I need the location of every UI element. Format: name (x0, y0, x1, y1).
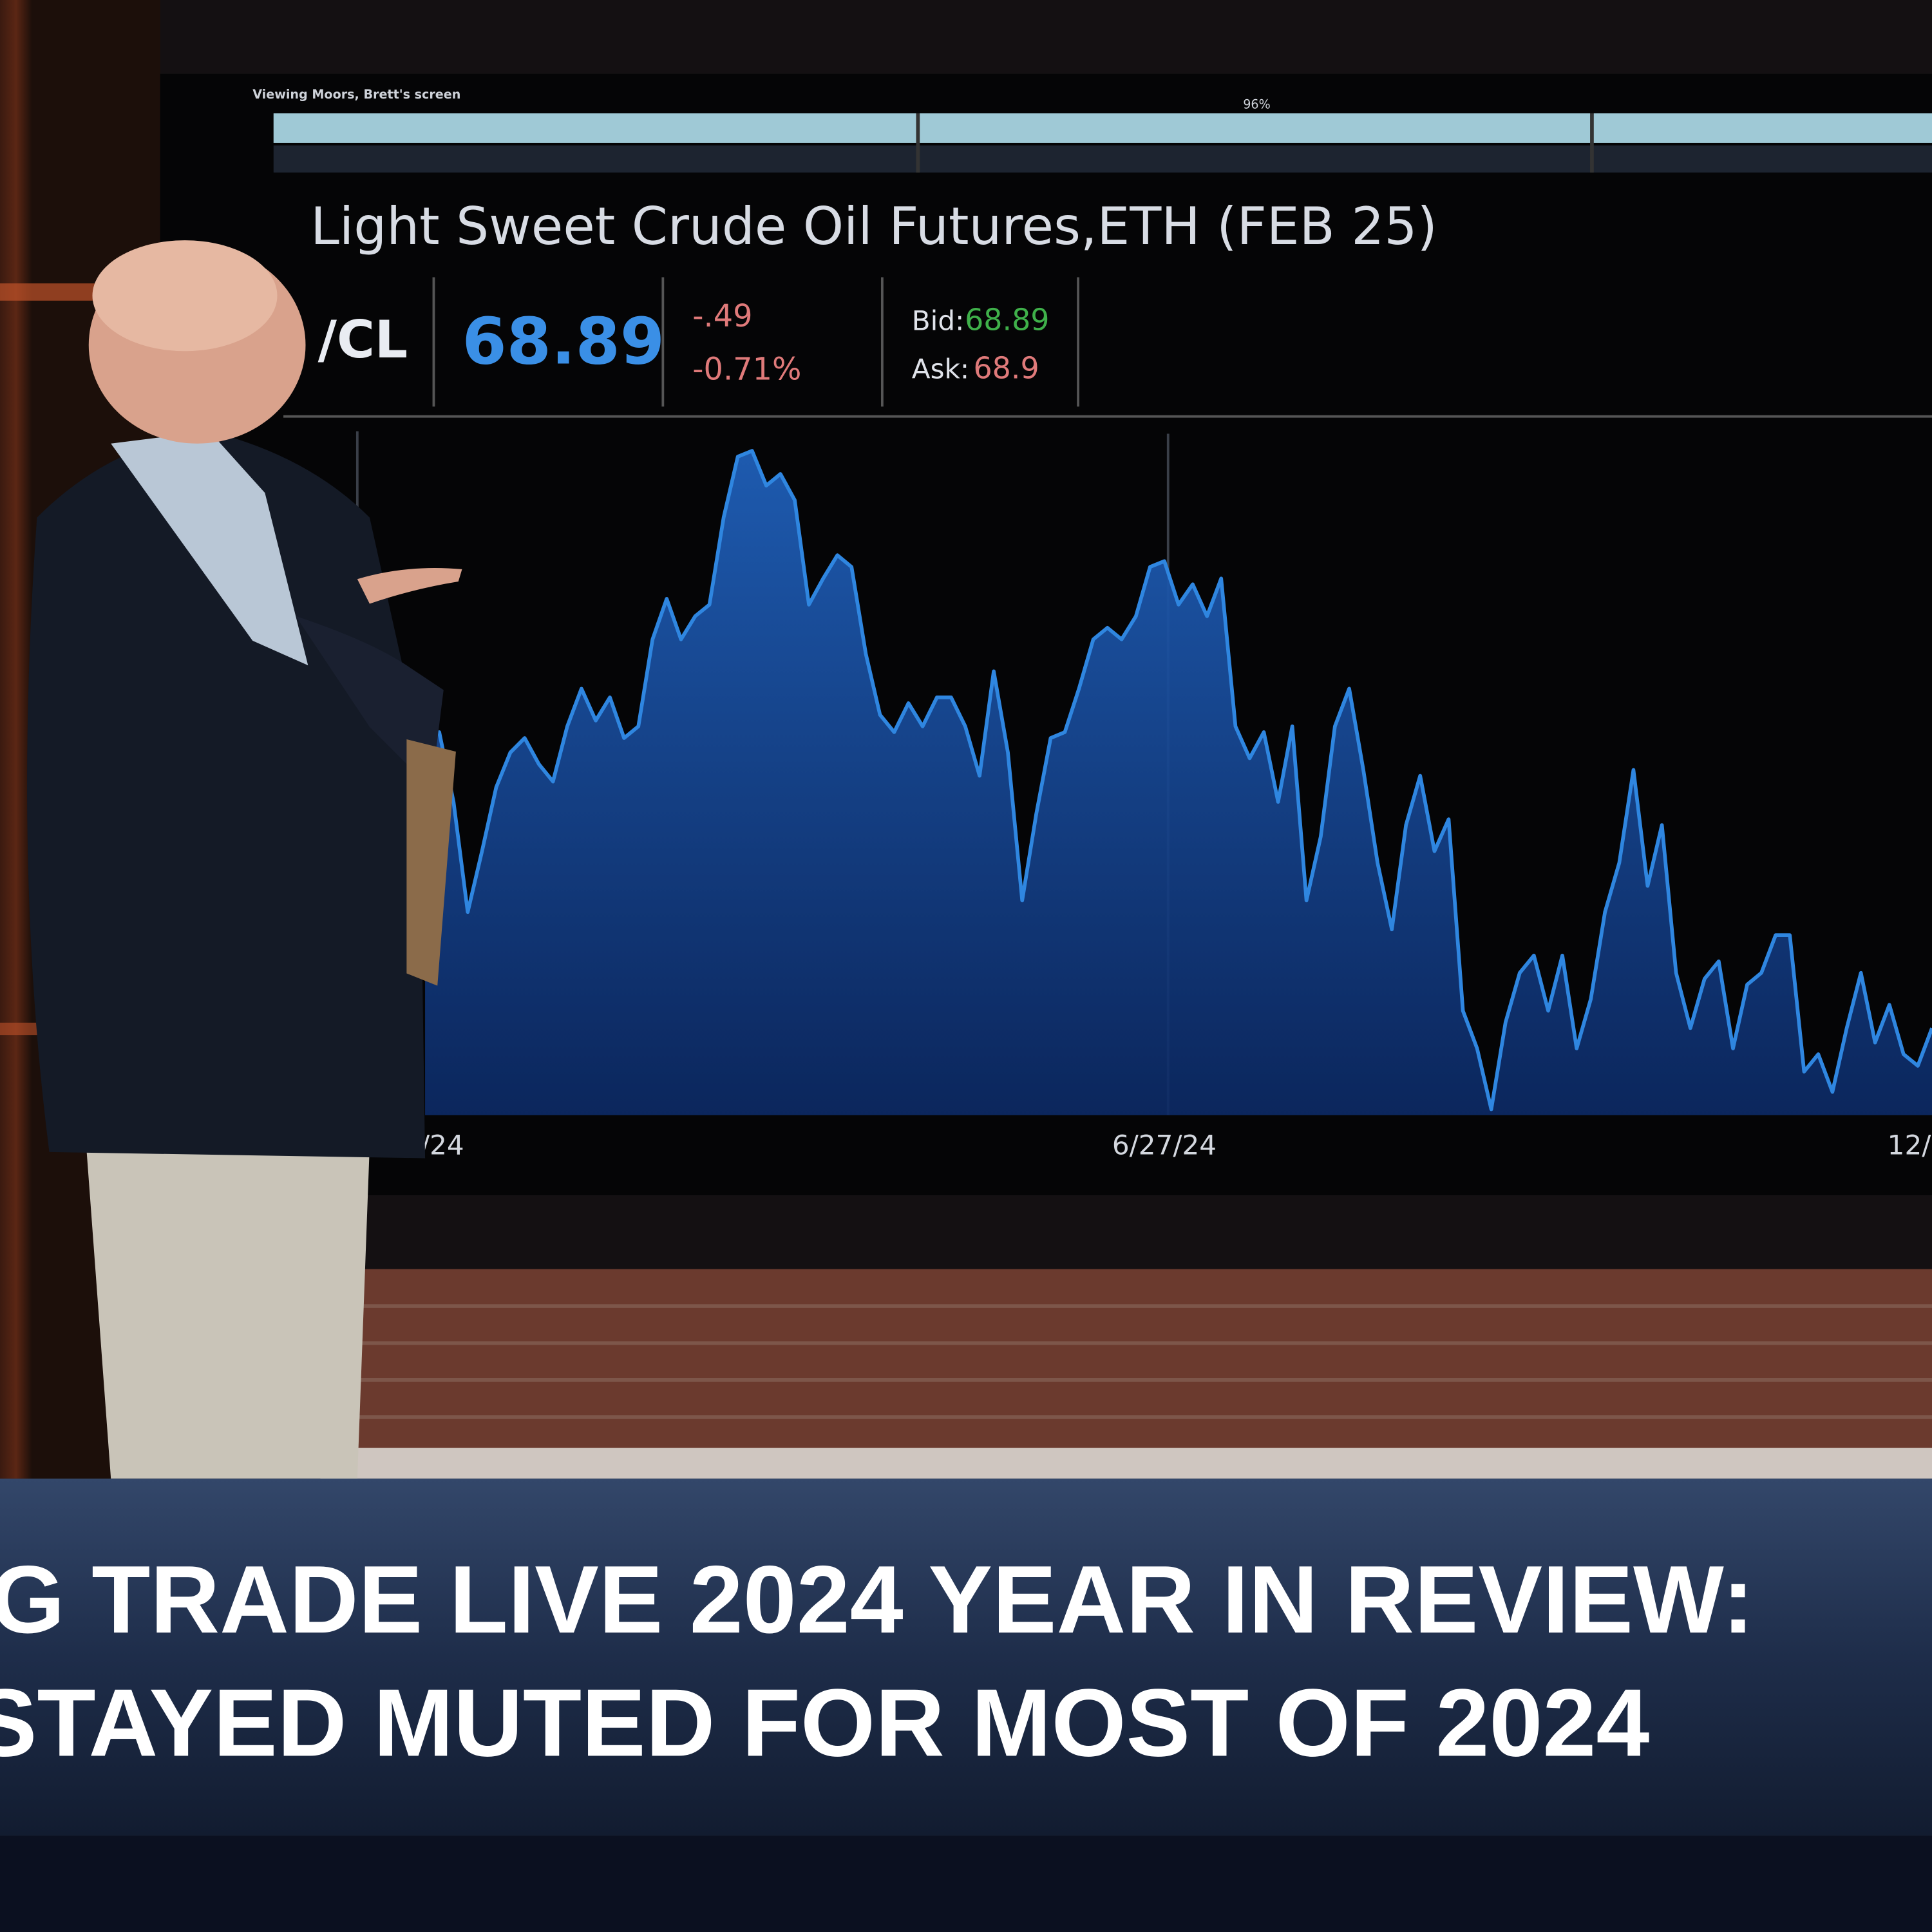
x-tick-label: 6/27/24 (1112, 1130, 1217, 1161)
plot-area (424, 449, 1932, 1115)
zoom-level: 96% (1243, 97, 1271, 111)
banner-line: G TRADE LIVE 2024 YEAR IN REVIEW: (0, 1546, 1754, 1653)
bid: 68.89 (965, 303, 1049, 337)
price-line (424, 449, 1932, 1112)
ask: 68.9 (973, 350, 1039, 385)
presenter (27, 240, 462, 1479)
x-tick-label: 12/9 (1888, 1130, 1932, 1161)
quote-dividers (283, 277, 1932, 418)
screen-share-label: Viewing Moors, Brett's screen (252, 87, 460, 102)
screen-toolbar (273, 145, 1932, 173)
bid-label: Bid: (912, 305, 964, 337)
last-price: 68.89 (462, 305, 665, 379)
area-fill (425, 451, 1932, 1115)
symbol: /CL (318, 309, 408, 370)
ticker-strip (0, 1835, 1932, 1932)
lower-third (0, 1478, 1932, 1836)
banner-line: STAYED MUTED FOR MOST OF 2024 (0, 1669, 1649, 1776)
ask-label: Ask: (912, 353, 969, 384)
chart-title: Light Sweet Crude Oil Futures,ETH (FEB 2… (310, 196, 1437, 256)
change: -.49 (692, 299, 752, 334)
screen-toolbar (273, 113, 1932, 143)
brick-wall (320, 1269, 1932, 1479)
change-percent: -0.71% (692, 352, 801, 387)
